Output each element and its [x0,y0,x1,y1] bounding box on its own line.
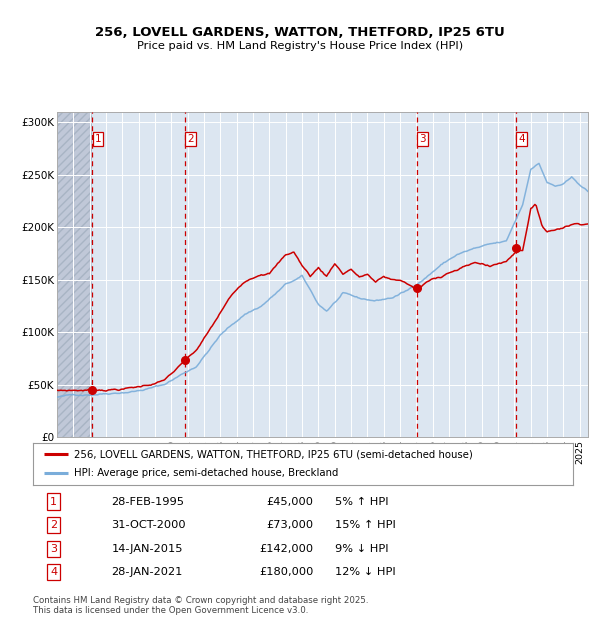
Text: £73,000: £73,000 [266,520,314,530]
Text: 1: 1 [50,497,57,507]
Text: 28-FEB-1995: 28-FEB-1995 [112,497,184,507]
Text: 3: 3 [419,135,426,144]
Text: £45,000: £45,000 [267,497,314,507]
Text: 1: 1 [95,135,101,144]
Text: Contains HM Land Registry data © Crown copyright and database right 2025.
This d: Contains HM Land Registry data © Crown c… [33,596,368,615]
Text: 15% ↑ HPI: 15% ↑ HPI [335,520,396,530]
Text: £142,000: £142,000 [260,544,314,554]
Text: 28-JAN-2021: 28-JAN-2021 [112,567,182,577]
Text: 2: 2 [187,135,194,144]
Text: £180,000: £180,000 [259,567,314,577]
Text: 5% ↑ HPI: 5% ↑ HPI [335,497,389,507]
Text: 12% ↓ HPI: 12% ↓ HPI [335,567,396,577]
Text: 2: 2 [50,520,57,530]
Text: 256, LOVELL GARDENS, WATTON, THETFORD, IP25 6TU (semi-detached house): 256, LOVELL GARDENS, WATTON, THETFORD, I… [74,449,472,459]
Text: 31-OCT-2000: 31-OCT-2000 [112,520,186,530]
Text: 9% ↓ HPI: 9% ↓ HPI [335,544,389,554]
Text: 3: 3 [50,544,57,554]
Text: Price paid vs. HM Land Registry's House Price Index (HPI): Price paid vs. HM Land Registry's House … [137,41,463,51]
Text: 14-JAN-2015: 14-JAN-2015 [112,544,183,554]
Text: HPI: Average price, semi-detached house, Breckland: HPI: Average price, semi-detached house,… [74,469,338,479]
Text: 256, LOVELL GARDENS, WATTON, THETFORD, IP25 6TU: 256, LOVELL GARDENS, WATTON, THETFORD, I… [95,26,505,39]
Text: 4: 4 [518,135,525,144]
Bar [57,112,92,437]
Text: 4: 4 [50,567,57,577]
